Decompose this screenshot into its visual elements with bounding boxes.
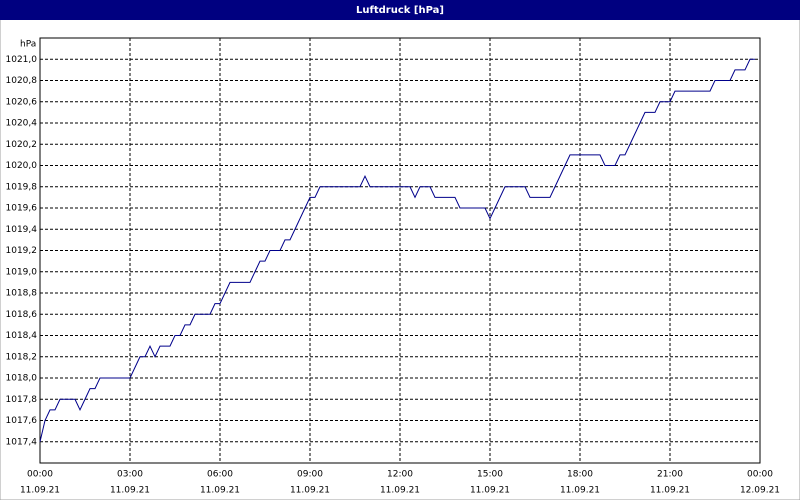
y-tick-label: 1020,8 [6,76,38,86]
x-tick-date: 11.09.21 [290,486,330,496]
x-tick-date: 12.09.21 [740,486,780,496]
y-tick-label: 1021,0 [6,55,38,65]
x-tick-label: 21:00 [657,470,683,480]
y-tick-label: 1019,2 [6,246,38,256]
y-tick-label: 1018,8 [6,289,38,299]
x-tick-label: 12:00 [387,470,413,480]
y-tick-label: 1017,6 [6,416,38,426]
y-tick-label: 1017,4 [6,437,38,447]
y-tick-label: 1018,0 [6,374,38,384]
x-tick-label: 00:00 [27,470,53,480]
data-line [39,58,755,442]
plot-frame [39,37,761,464]
x-tick-date: 11.09.21 [200,486,240,496]
x-tick-date: 11.09.21 [470,486,510,496]
y-tick-label: 1019,4 [6,225,38,235]
y-tick-label: 1020,0 [6,161,38,171]
x-tick-date: 11.09.21 [20,486,60,496]
x-tick-label: 09:00 [297,470,323,480]
y-tick-label: 1019,0 [6,267,38,277]
title-bar [0,0,800,20]
window-title: Luftdruck [hPa] [356,5,444,16]
x-tick-label: 06:00 [207,470,233,480]
y-tick-label: 1018,2 [6,352,38,362]
x-tick-date: 11.09.21 [560,486,600,496]
y-axis-label: hPa [20,40,36,50]
x-tick-label: 18:00 [567,470,593,480]
x-tick-label: 00:00 [747,470,773,480]
x-tick-label: 15:00 [477,470,503,480]
y-tick-label: 1019,6 [6,204,38,214]
x-tick-date: 11.09.21 [380,486,420,496]
x-tick-label: 03:00 [117,470,143,480]
y-tick-label: 1018,4 [6,331,38,341]
y-tick-label: 1020,4 [6,119,38,129]
y-tick-label: 1020,2 [6,140,38,150]
y-tick-label: 1020,6 [6,97,38,107]
y-tick-label: 1018,6 [6,310,38,320]
x-tick-date: 11.09.21 [110,486,150,496]
y-tick-label: 1017,8 [6,395,38,405]
x-tick-date: 11.09.21 [650,486,690,496]
y-tick-label: 1019,8 [6,182,38,192]
